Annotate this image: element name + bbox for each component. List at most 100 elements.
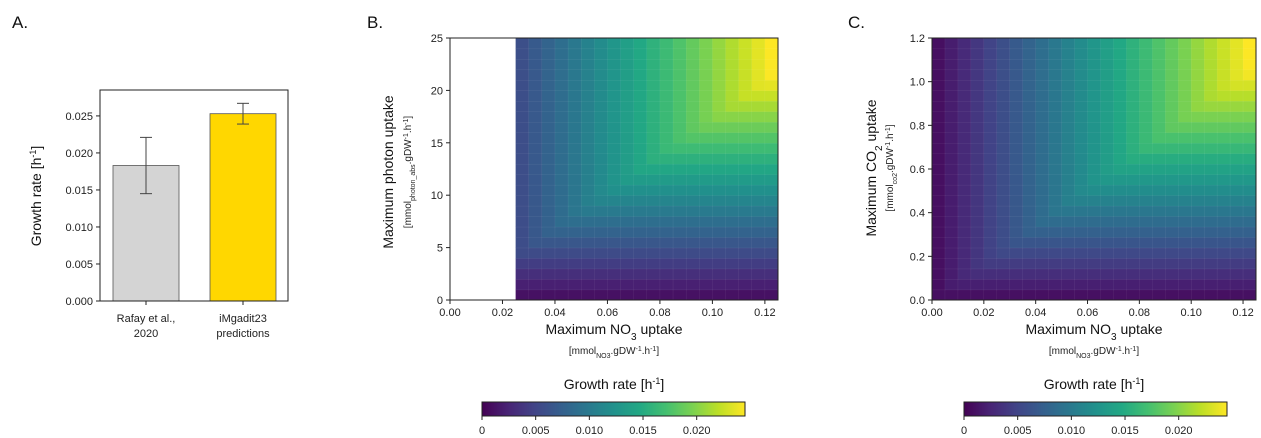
heatmap-c-cell [1152, 111, 1166, 123]
heatmap-c-cell [1009, 194, 1024, 207]
heatmap-b-cell [541, 194, 556, 207]
heatmap-b-cell [712, 278, 727, 291]
heatmap-b-cell [725, 132, 740, 144]
heatmap-b-cell [633, 226, 648, 238]
heatmap-c-cell [1048, 174, 1063, 186]
heatmap-c-cell [1022, 226, 1037, 238]
heatmap-c-cell [1126, 247, 1140, 259]
heatmap-c-cell [944, 215, 959, 228]
heatmap-c-cell [970, 174, 985, 186]
heatmap-c-cell [1139, 90, 1153, 102]
heatmap-c-cell [1048, 79, 1063, 91]
heatmap-b-cell [633, 100, 648, 112]
heatmap-c-cell [1009, 205, 1024, 217]
heatmap-b-cell [541, 236, 556, 249]
heatmap-c-cell [1229, 153, 1244, 165]
heatmap-c-cell [1216, 163, 1231, 175]
heatmap-b-cell [528, 247, 543, 259]
heatmap-c-cell [1190, 257, 1205, 270]
heatmap-c-cell [1061, 132, 1076, 144]
heatmap-b-cell [541, 289, 556, 301]
heatmap-c-cell [944, 268, 959, 280]
heatmap-c-cell [983, 194, 998, 207]
heatmap-b-cell [594, 90, 609, 102]
heatmap-c-x-tick-label: 0.02 [973, 307, 994, 319]
heatmap-b-cell [751, 226, 766, 238]
heatmap-b-cell [620, 153, 635, 165]
heatmap-c-cell [996, 79, 1011, 91]
heatmap-c-cell [957, 236, 972, 249]
heatmap-c-cell [1035, 100, 1050, 112]
heatmap-c-cell [1022, 79, 1037, 91]
heatmap-c-cell [1178, 142, 1192, 154]
heatmap-c-cell [1216, 142, 1231, 154]
heatmap-c-cell [1178, 184, 1192, 196]
heatmap-c-cell [1074, 226, 1089, 238]
heatmap-c-cell [1203, 132, 1218, 144]
heatmap-b-cell [699, 111, 714, 123]
heatmap-c-cell [1009, 142, 1024, 154]
heatmap-c-cell [1074, 37, 1089, 50]
heatmap-b-cell [515, 58, 530, 71]
heatmap-c-cell [996, 121, 1011, 133]
heatmap-c-cell [1048, 58, 1063, 71]
heatmap-b-cell [567, 247, 582, 259]
heatmap-c-cell [1126, 79, 1140, 91]
heatmap-b-cell [659, 48, 674, 60]
heatmap-b-cell [607, 236, 622, 249]
heatmap-b-cell [541, 184, 556, 196]
heatmap-b-cell [633, 289, 648, 301]
heatmap-b-cell [528, 111, 543, 123]
heatmap-c-cell [944, 174, 959, 186]
heatmap-b-cell [607, 163, 622, 175]
heatmap-b-cell [554, 121, 569, 133]
heatmap-b-cell [659, 205, 674, 217]
heatmap-c-cell [1203, 226, 1218, 238]
heatmap-b-cell [751, 132, 766, 144]
heatmap-c-cell [970, 257, 985, 270]
heatmap-c-cell [1152, 153, 1166, 165]
heatmap-c-cell [957, 121, 972, 133]
heatmap-b-cell [620, 174, 635, 186]
heatmap-c-x-tick-label: 0.00 [921, 307, 942, 319]
heatmap-b-cell [764, 37, 779, 50]
heatmap-b-cell [554, 184, 569, 196]
colorbar-b-gradient [481, 401, 746, 417]
heatmap-c-y-tick-label: 0.6 [910, 164, 925, 176]
heatmap-b-cell [672, 153, 687, 165]
heatmap-c-cell [1022, 69, 1037, 81]
heatmap-b-cell [633, 132, 648, 144]
heatmap-b-cell [725, 100, 740, 112]
heatmap-c-cell [970, 153, 985, 165]
heatmap-b-cell [712, 205, 727, 217]
heatmap-c-cell [1216, 205, 1231, 217]
heatmap-c-cell [931, 142, 946, 154]
heatmap-c-cell [1061, 37, 1076, 50]
heatmap-c-cell [1178, 289, 1192, 301]
heatmap-c-cell [983, 226, 998, 238]
heatmap-b-cell [672, 163, 687, 175]
heatmap-b-cell [633, 37, 648, 50]
heatmap-b-cell [581, 268, 595, 280]
heatmap-b-y-tick-label: 0 [437, 295, 443, 307]
heatmap-b-cell [567, 194, 582, 207]
heatmap-c-cell [1009, 247, 1024, 259]
heatmap-b-cell [646, 194, 661, 207]
heatmap-b-cell [751, 153, 766, 165]
heatmap-c-cell [1048, 257, 1063, 270]
heatmap-c-cell [1009, 184, 1024, 196]
heatmap-c-cell [1165, 58, 1179, 71]
heatmap-c-cell [1022, 236, 1037, 249]
heatmap-c-cell [996, 268, 1011, 280]
heatmap-b-cell [738, 174, 753, 186]
heatmap-b-cell [528, 184, 543, 196]
heatmap-c-cell [996, 247, 1011, 259]
heatmap-b-cell [672, 37, 687, 50]
heatmap-b-cell [594, 205, 609, 217]
heatmap-b-x-tick-label: 0.08 [649, 307, 670, 319]
heatmap-c-cell [970, 37, 985, 50]
heatmap-c-cell [1178, 69, 1192, 81]
heatmap-c-cell [970, 268, 985, 280]
heatmap-b-cell [725, 257, 740, 270]
heatmap-b-cell [646, 226, 661, 238]
